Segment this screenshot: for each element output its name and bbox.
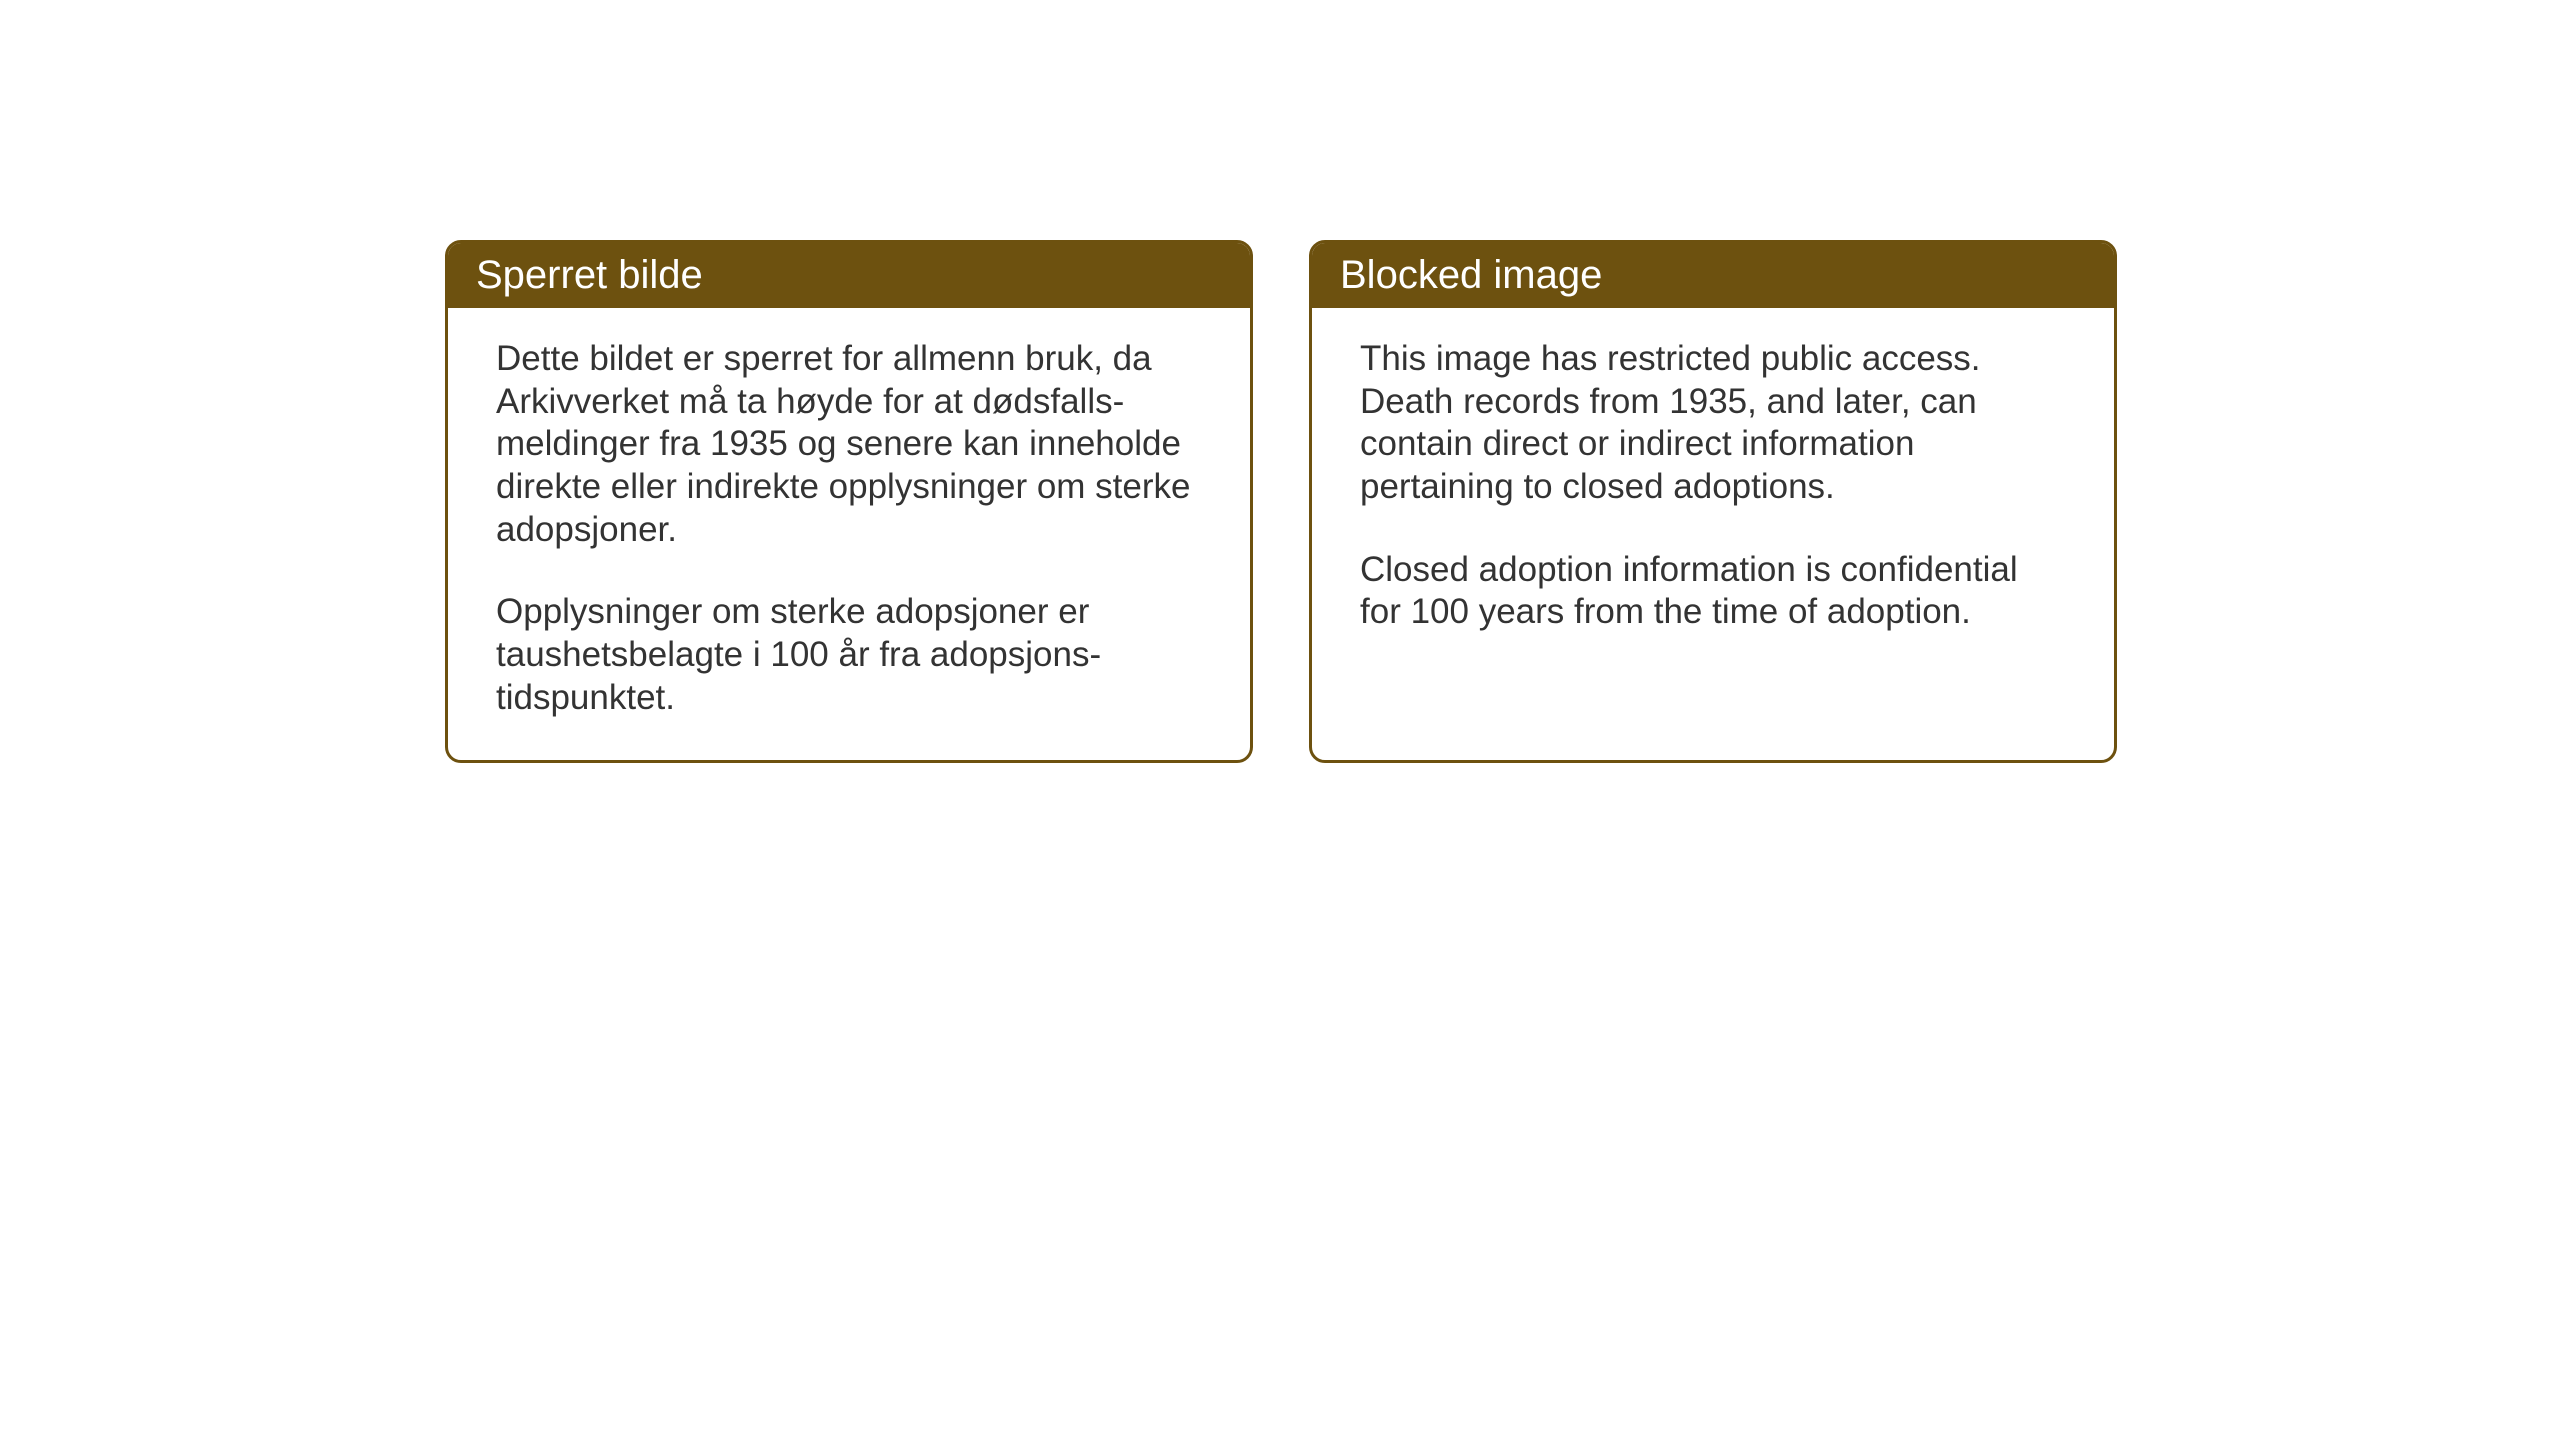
notice-body-english: This image has restricted public access.… xyxy=(1312,308,2114,674)
notice-paragraph-2-norwegian: Opplysninger om sterke adopsjoner er tau… xyxy=(496,591,1202,719)
notice-body-norwegian: Dette bildet er sperret for allmenn bruk… xyxy=(448,308,1250,760)
notice-paragraph-1-english: This image has restricted public access.… xyxy=(1360,338,2066,509)
notice-title-english: Blocked image xyxy=(1340,253,1602,297)
notice-paragraph-2-english: Closed adoption information is confident… xyxy=(1360,549,2066,634)
notice-title-norwegian: Sperret bilde xyxy=(476,253,703,297)
notice-header-norwegian: Sperret bilde xyxy=(448,243,1250,308)
notice-header-english: Blocked image xyxy=(1312,243,2114,308)
notice-paragraph-1-norwegian: Dette bildet er sperret for allmenn bruk… xyxy=(496,338,1202,551)
notice-box-norwegian: Sperret bilde Dette bildet er sperret fo… xyxy=(445,240,1253,763)
notice-box-english: Blocked image This image has restricted … xyxy=(1309,240,2117,763)
notice-container: Sperret bilde Dette bildet er sperret fo… xyxy=(445,240,2117,763)
